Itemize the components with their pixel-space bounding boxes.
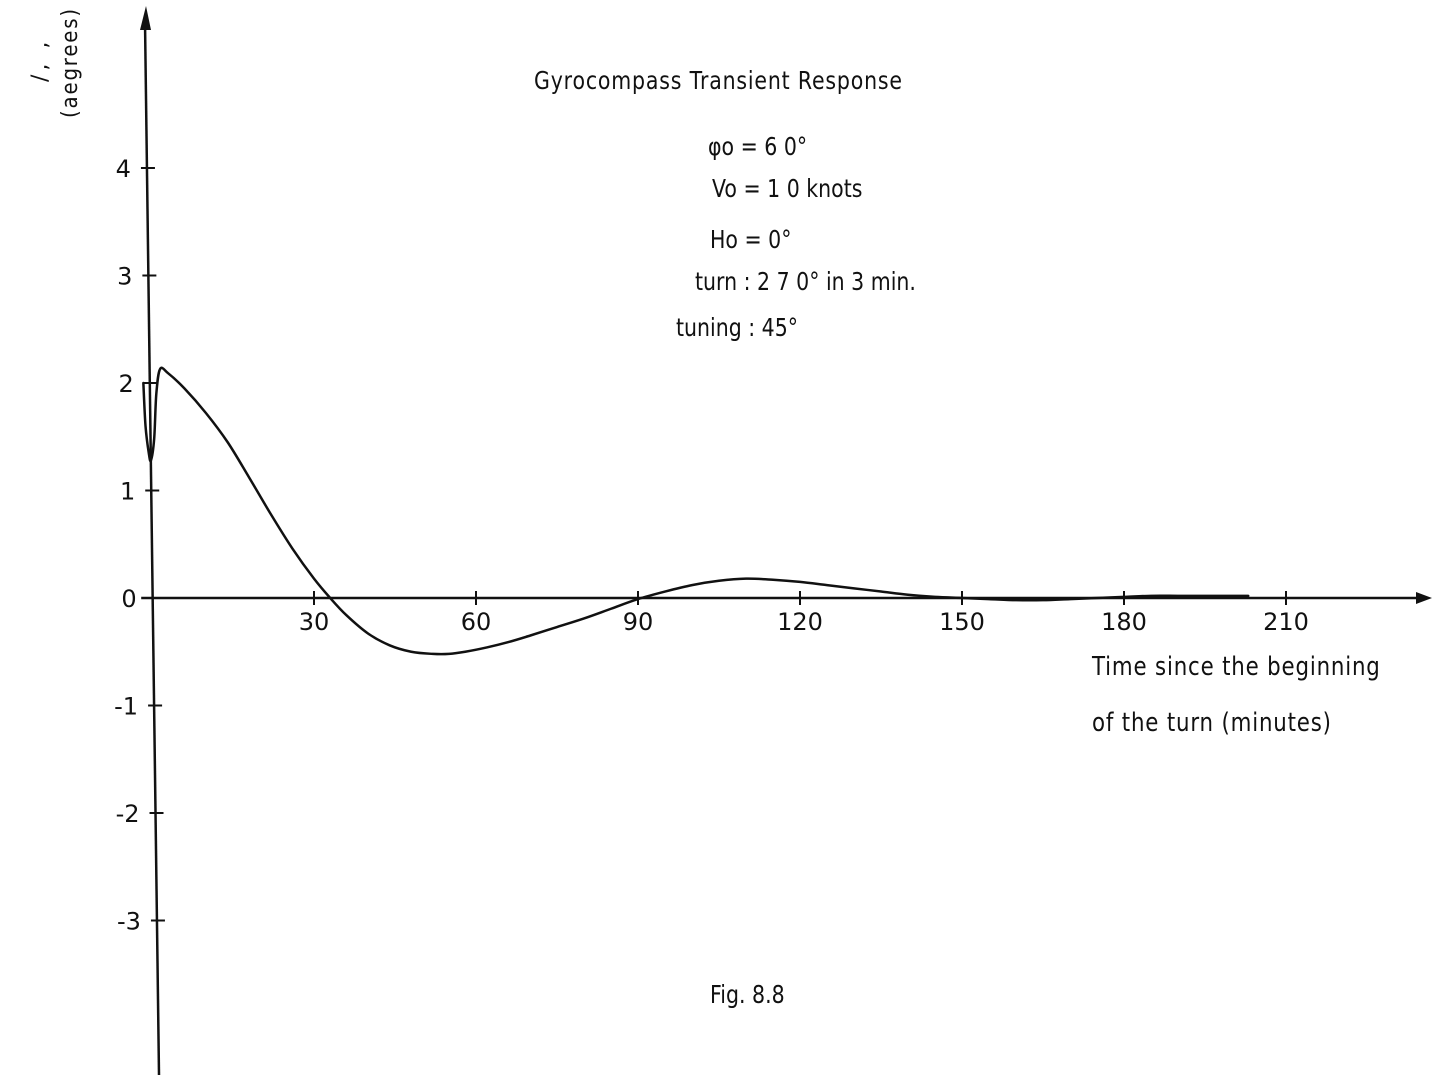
axes bbox=[140, 6, 1432, 1075]
figure-label: Fig. 8.8 bbox=[710, 980, 785, 1009]
x-tick-label: 210 bbox=[1263, 608, 1309, 636]
x-axis-label-line2: of the turn (minutes) bbox=[1092, 708, 1332, 738]
y-tick-label: -1 bbox=[114, 693, 138, 721]
param-tuning: tuning : 45° bbox=[676, 313, 799, 342]
y-axis-label: (aegrees) bbox=[58, 7, 83, 118]
y-axis-line bbox=[143, 21, 161, 1075]
series-line bbox=[142, 366, 1250, 656]
y-axis-arrow bbox=[140, 6, 151, 30]
param-turn: turn : 2 7 0° in 3 min. bbox=[695, 267, 916, 296]
y-tick-label: -2 bbox=[116, 800, 140, 828]
y-axis-label-fragment: /, , bbox=[28, 37, 53, 82]
param-phi: φo = 6 0° bbox=[708, 132, 808, 161]
y-tick-label: 3 bbox=[117, 263, 132, 291]
y-tick-label: 2 bbox=[119, 370, 134, 398]
x-tick-label: 120 bbox=[777, 608, 823, 636]
x-axis-label-line1: Time since the beginning bbox=[1092, 652, 1381, 682]
x-tick-label: 180 bbox=[1101, 608, 1147, 636]
series bbox=[142, 366, 1250, 656]
x-tick-label: 60 bbox=[461, 608, 492, 636]
y-tick-label: 4 bbox=[116, 155, 131, 183]
x-axis-arrow bbox=[1416, 592, 1432, 604]
param-heading: Ho = 0° bbox=[710, 225, 792, 254]
x-tick-label: 90 bbox=[623, 608, 654, 636]
param-velocity: Vo = 1 0 knots bbox=[712, 174, 863, 203]
y-tick-label: 1 bbox=[120, 478, 135, 506]
x-tick-label: 150 bbox=[939, 608, 985, 636]
y-tick-label: 0 bbox=[121, 585, 136, 613]
chart-title: Gyrocompass Transient Response bbox=[534, 66, 903, 95]
x-tick-label: 30 bbox=[299, 608, 330, 636]
y-tick-label: -3 bbox=[117, 908, 141, 936]
